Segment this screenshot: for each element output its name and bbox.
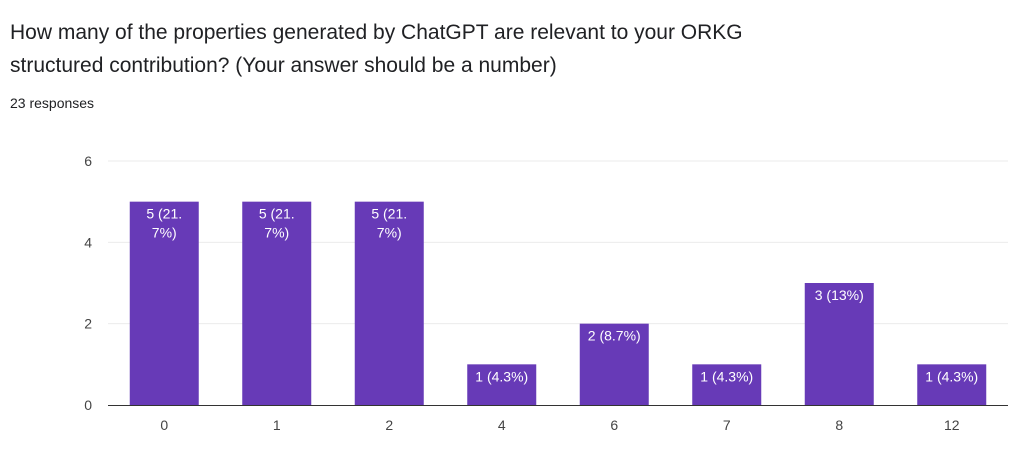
data-labels: 5 (21. 7%) 5 (21. 7%) 5 (21. 7%) 1 (4.3%) 2 (8.…: [146, 206, 978, 385]
question-title: How many of the properties generated by …: [10, 21, 743, 77]
x-tick-label: 12: [944, 417, 960, 433]
response-count: 23 responses: [10, 95, 95, 111]
bar: [129, 201, 199, 405]
y-tick-label: 0: [84, 397, 92, 413]
bar-data-label: 5 (21.: [146, 206, 182, 222]
bar: [354, 201, 424, 405]
x-tick-label: 7: [723, 417, 731, 433]
bar: [242, 201, 312, 405]
bar-data-label: 3 (13%): [815, 287, 864, 303]
y-tick-label: 6: [84, 153, 92, 169]
bar: [467, 364, 537, 405]
x-tick-label: 4: [498, 417, 506, 433]
y-tick-label: 2: [84, 316, 92, 332]
bar-data-label: 2 (8.7%): [588, 328, 641, 344]
x-tick-label: 8: [835, 417, 843, 433]
bar-data-label: 5 (21.: [259, 206, 295, 222]
y-tick-label: 4: [84, 234, 92, 250]
bar: [917, 364, 987, 405]
bar-data-label: 7%): [152, 225, 177, 241]
bar-data-label: 1 (4.3%): [475, 368, 528, 384]
x-tick-label: 2: [385, 417, 393, 433]
bars: [129, 201, 987, 405]
bar-data-label: 1 (4.3%): [700, 368, 753, 384]
y-axis-ticks: 0 2 4 6: [84, 153, 92, 413]
bar-data-label: 1 (4.3%): [925, 368, 978, 384]
bar-data-label: 7%): [377, 225, 402, 241]
x-tick-label: 1: [273, 417, 281, 433]
bar: [804, 283, 874, 405]
bar: [579, 323, 649, 405]
bar: [692, 364, 762, 405]
x-axis-ticks: 0 1 2 4 6 7 8 12: [160, 417, 959, 433]
bar-data-label: 7%): [264, 225, 289, 241]
x-tick-label: 6: [610, 417, 618, 433]
x-tick-label: 0: [160, 417, 168, 433]
bar-data-label: 5 (21.: [371, 206, 407, 222]
